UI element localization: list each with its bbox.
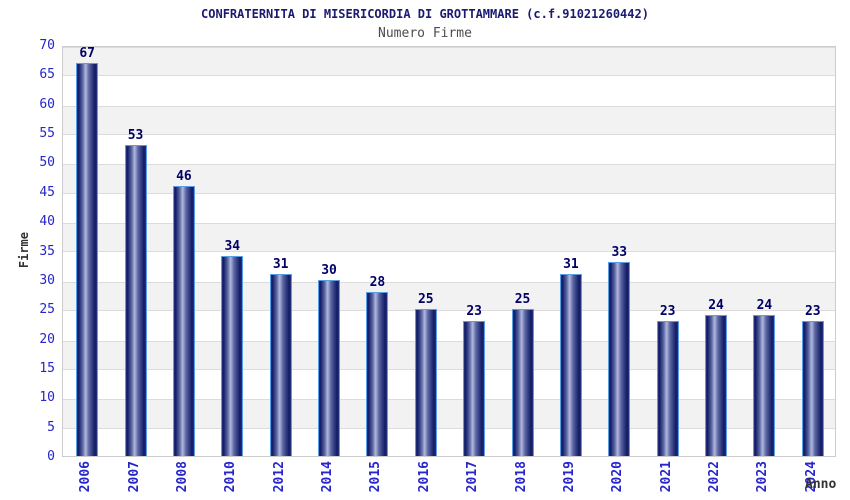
x-tick-label: 2022 (707, 461, 723, 493)
bar-value-label: 23 (659, 303, 676, 319)
y-tick-label: 70 (39, 38, 55, 53)
y-tick-label: 65 (39, 67, 55, 83)
bar-value-label: 23 (466, 303, 483, 319)
x-tick-label: 2023 (755, 461, 771, 493)
grid-band (63, 76, 835, 105)
bar-value-label: 34 (224, 239, 241, 255)
bar-value-label: 31 (272, 257, 289, 272)
bar-2007 (124, 144, 147, 456)
bar-2024 (801, 320, 824, 456)
x-tick-label: 2019 (561, 461, 577, 493)
bar-2023 (753, 315, 776, 456)
bar-value-label: 67 (79, 45, 96, 61)
bar-value-label: 33 (611, 245, 628, 261)
y-tick-label: 55 (39, 126, 55, 142)
y-tick-label: 50 (39, 155, 55, 171)
x-tick-label: 2020 (610, 461, 626, 493)
bar-value-label: 24 (708, 298, 724, 314)
x-tick-label: 2016 (416, 461, 432, 493)
bar-2012 (269, 274, 292, 456)
x-tick-label: 2006 (78, 461, 94, 493)
y-tick-label: 25 (39, 302, 55, 318)
bar-2008 (172, 185, 195, 456)
bar-2022 (705, 315, 728, 456)
chart-subtitle: Numero Firme (378, 26, 472, 41)
plot-area: 67 53 46 34 31 30 28 25 23 25 31 33 23 24 24 23 (62, 46, 836, 457)
bar-value-label: 25 (417, 292, 434, 308)
bar-value-label: 25 (514, 292, 531, 308)
bar-value-label: 53 (127, 127, 144, 143)
x-tick-label: 2012 (271, 461, 287, 493)
bar-2016 (414, 309, 437, 456)
bar-2010 (221, 256, 244, 456)
y-tick-label: 10 (39, 390, 55, 406)
x-axis-title: Anno (805, 477, 837, 492)
bar-value-label: 31 (563, 257, 579, 272)
bar-value-label: 30 (321, 262, 337, 278)
bar-2006 (76, 62, 99, 456)
y-tick-label: 20 (39, 331, 55, 347)
y-tick-label: 35 (39, 243, 55, 259)
bar-2017 (463, 320, 486, 456)
y-tick-label: 5 (47, 419, 55, 435)
y-tick-label: 30 (39, 272, 55, 288)
x-tick-label: 2015 (368, 461, 384, 493)
grid-band (63, 47, 835, 77)
bar-value-label: 23 (804, 303, 821, 319)
bar-value-label: 28 (369, 274, 386, 290)
x-tick-label: 2018 (513, 461, 529, 493)
bar-2018 (511, 309, 534, 456)
y-tick-label: 15 (39, 360, 55, 376)
x-tick-label: 2007 (126, 461, 142, 493)
grid-band (63, 135, 835, 164)
x-tick-label: 2021 (658, 461, 674, 493)
bar-value-label: 24 (756, 298, 773, 314)
y-tick-label: 60 (39, 96, 55, 112)
bar-value-label: 46 (176, 168, 192, 184)
bar-2014 (318, 279, 341, 456)
x-tick-label: 2017 (465, 461, 481, 493)
x-tick-label: 2008 (174, 461, 190, 493)
bar-2019 (559, 274, 582, 456)
y-tick-label: 40 (39, 214, 55, 230)
chart-title: CONFRATERNITA DI MISERICORDIA DI GROTTAM… (201, 7, 649, 21)
y-tick-label: 45 (39, 184, 55, 200)
grid-band (63, 105, 835, 136)
bar-2021 (656, 320, 679, 456)
bar-2020 (608, 262, 631, 456)
x-tick-label: 2010 (223, 461, 239, 493)
y-tick-label: 0 (47, 449, 55, 464)
bar-2015 (366, 291, 389, 456)
x-tick-label: 2014 (320, 461, 336, 493)
